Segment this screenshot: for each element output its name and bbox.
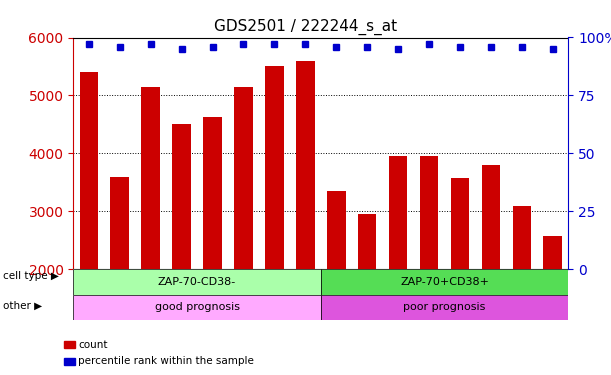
Bar	[389, 156, 408, 375]
Bar	[265, 66, 284, 375]
Bar	[203, 117, 222, 375]
Bar	[141, 87, 160, 375]
Text: cell type ▶: cell type ▶	[3, 271, 59, 280]
Text: percentile rank within the sample: percentile rank within the sample	[78, 357, 254, 366]
Bar	[544, 236, 562, 375]
Bar	[73, 295, 321, 320]
Text: ZAP-70+CD38+: ZAP-70+CD38+	[400, 277, 489, 287]
Text: GDS2501 / 222244_s_at: GDS2501 / 222244_s_at	[214, 19, 397, 35]
Bar	[79, 72, 98, 375]
Text: count: count	[78, 340, 108, 350]
Bar	[234, 87, 253, 375]
Bar	[513, 206, 531, 375]
Text: ZAP-70-CD38-: ZAP-70-CD38-	[158, 277, 236, 287]
Bar	[321, 295, 568, 320]
Bar	[358, 214, 376, 375]
Text: good prognosis: good prognosis	[155, 302, 240, 312]
Text: other ▶: other ▶	[3, 301, 42, 310]
Bar	[420, 156, 438, 375]
Bar	[172, 124, 191, 375]
Bar	[73, 269, 321, 295]
Bar	[481, 165, 500, 375]
Bar	[321, 269, 568, 295]
Bar	[296, 61, 315, 375]
Bar	[111, 177, 129, 375]
Text: poor prognosis: poor prognosis	[403, 302, 486, 312]
Bar	[327, 191, 346, 375]
Bar	[451, 178, 469, 375]
